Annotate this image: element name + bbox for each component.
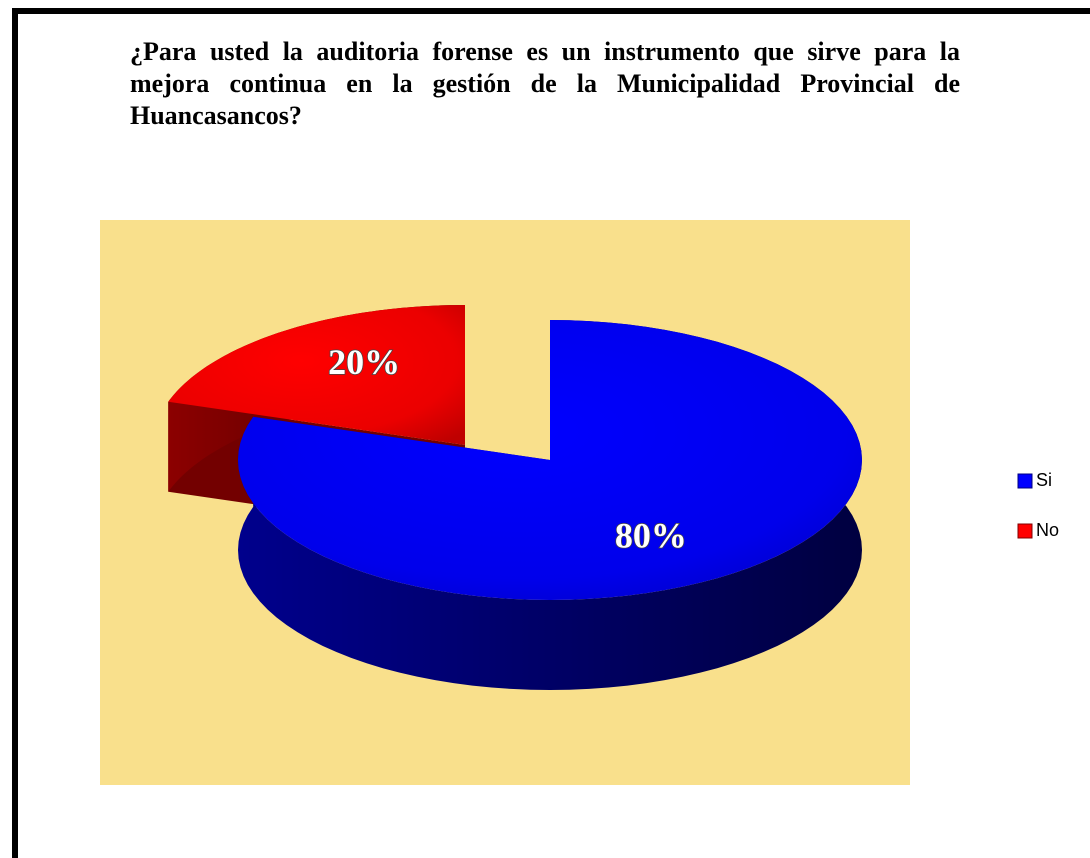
legend-label: Si	[1036, 470, 1052, 490]
pie-slice	[238, 320, 862, 690]
data-label: 80%	[615, 516, 687, 556]
data-label: 20%	[328, 342, 400, 382]
chart-title: ¿Para usted la auditoria forense es un i…	[130, 37, 960, 130]
legend-swatch	[1017, 473, 1033, 489]
slice-top	[238, 320, 862, 600]
frame	[12, 8, 1090, 858]
legend-swatch	[1017, 523, 1033, 539]
legend-label: No	[1036, 520, 1059, 540]
slice-top	[168, 305, 465, 445]
